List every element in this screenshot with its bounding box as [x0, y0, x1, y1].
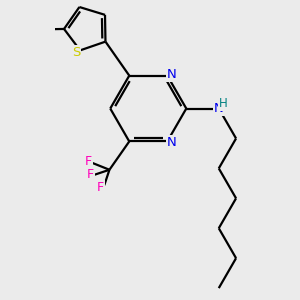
- Text: N: N: [167, 136, 176, 149]
- Text: F: F: [86, 168, 94, 182]
- Text: F: F: [85, 154, 92, 168]
- Text: N: N: [167, 68, 176, 81]
- Text: H: H: [219, 97, 228, 110]
- Text: F: F: [97, 181, 104, 194]
- Text: N: N: [214, 102, 224, 115]
- Text: S: S: [72, 46, 80, 59]
